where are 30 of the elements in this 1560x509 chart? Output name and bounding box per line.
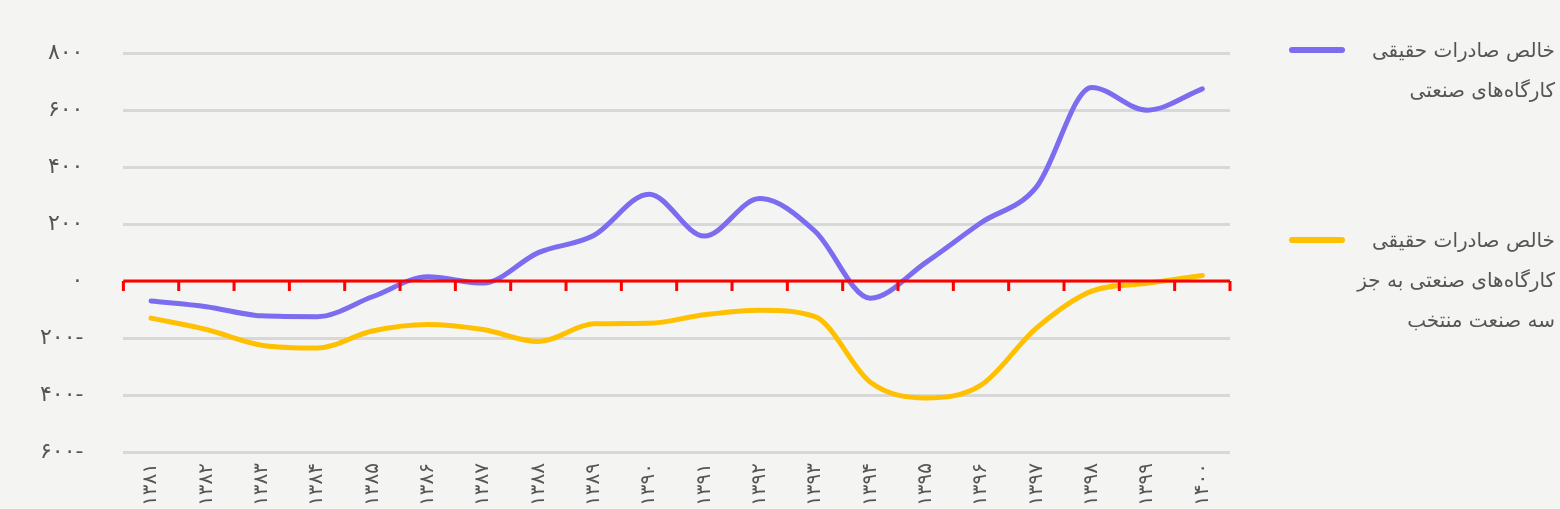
legend-label: خالص صادرات حقیقی کارگاه‌های صنعتی به جز سه صنعت منتخب <box>1355 227 1555 334</box>
x-tick-label: ۱۳۸۵ <box>358 463 383 506</box>
x-tick-label: ۱۳۹۷ <box>1022 462 1047 506</box>
x-tick-label: ۱۳۸۷ <box>469 462 494 506</box>
y-tick-label: ۸۰۰ <box>47 38 84 64</box>
x-tick-label: ۱۳۹۸ <box>1077 462 1102 506</box>
y-tick-label: ۶۰۰- <box>40 437 84 463</box>
y-tick-label: ۰ <box>71 266 84 292</box>
y-tick-label: ۶۰۰ <box>47 95 84 121</box>
x-tick-label: ۱۳۹۳ <box>801 462 826 506</box>
x-tick-label: ۱۳۸۶ <box>413 463 438 506</box>
x-tick-label: ۱۳۹۴ <box>856 463 881 506</box>
y-tick-label: ۲۰۰ <box>47 209 84 235</box>
x-tick-label: ۱۳۹۶ <box>967 463 992 506</box>
x-tick-label: ۱۳۹۵ <box>911 463 936 506</box>
x-tick-label: ۱۳۹۲ <box>745 463 770 506</box>
y-tick-label: ۴۰۰ <box>47 152 84 178</box>
x-tick-label: ۱۳۸۹ <box>579 463 604 506</box>
x-tick-label: ۱۳۸۳ <box>247 462 272 506</box>
y-tick-label: ۴۰۰- <box>40 380 84 406</box>
x-tick-label: ۱۴۰۰ <box>1188 463 1213 506</box>
x-tick-label: ۱۳۹۰ <box>635 463 660 506</box>
y-tick-label: ۲۰۰- <box>40 323 84 349</box>
x-tick-label: ۱۳۸۴ <box>303 463 328 506</box>
x-tick-label: ۱۳۹۱ <box>690 463 715 506</box>
x-tick-label: ۱۳۸۲ <box>192 463 217 506</box>
x-tick-label: ۱۳۸۸ <box>524 462 549 506</box>
x-tick-label: ۱۳۹۹ <box>1133 463 1158 506</box>
legend-label: خالص صادرات حقیقی کارگاه‌های صنعتی <box>1370 37 1555 104</box>
x-tick-label: ۱۳۸۱ <box>137 463 162 506</box>
